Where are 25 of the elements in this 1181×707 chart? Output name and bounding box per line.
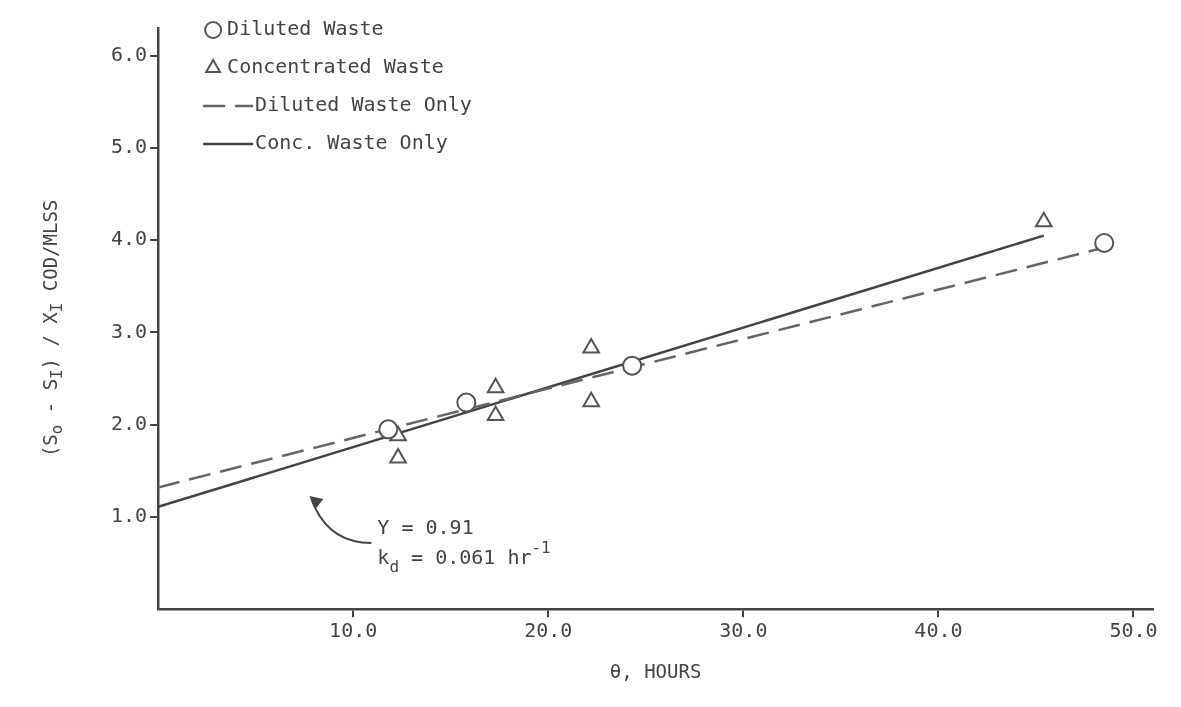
y-tick-label: 5.0 [111,134,148,159]
x-tick-label: 10.0 [329,618,378,643]
point [582,391,600,408]
x-axis-title: θ, HOURS [609,659,702,682]
point [1034,211,1053,228]
point [389,447,407,464]
point [486,377,505,394]
x-tick-label: 40.0 [914,618,963,643]
y-tick-label: 6.0 [111,41,148,66]
y-tick-label: 3.0 [111,318,148,343]
point [456,392,477,413]
point [622,355,643,376]
x-tick-label: 30.0 [719,618,768,643]
point [1094,232,1115,253]
y-tick-label: 4.0 [111,226,148,251]
point [486,405,505,421]
y-tick-label: 2.0 [111,410,148,435]
point [582,338,600,354]
legend-label: Diluted Waste Only [255,92,472,117]
x-tick-label: 50.0 [1109,618,1158,643]
legend-label: Conc. Waste Only [255,130,448,155]
x-tick-label: 20.0 [524,618,573,643]
y-tick-label: 1.0 [111,503,148,528]
legend-label: Concentrated Waste [227,54,444,79]
legend-label: Diluted Waste [227,16,384,41]
